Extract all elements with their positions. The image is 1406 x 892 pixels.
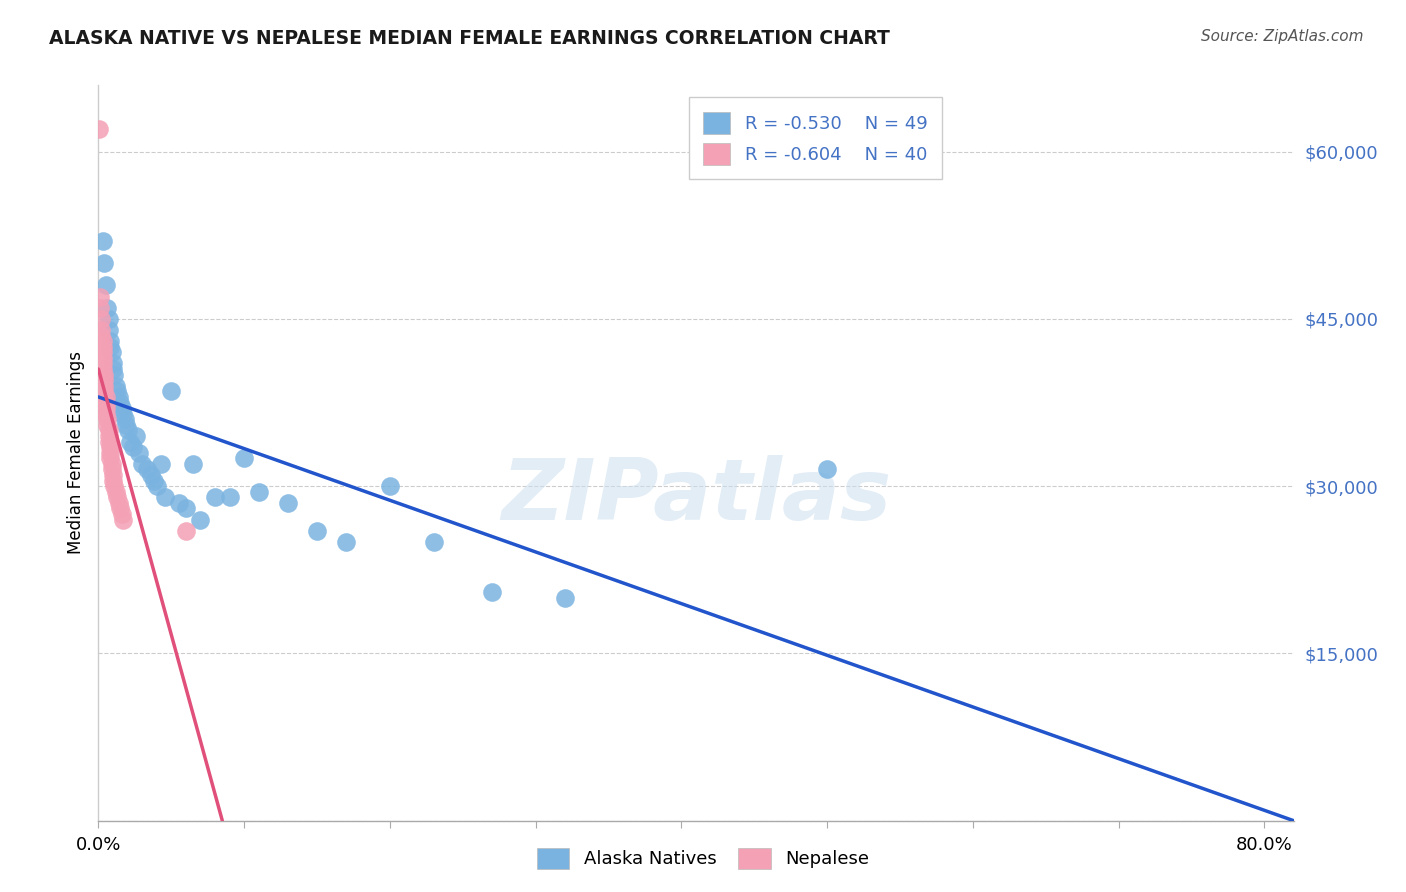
Point: [90, 323, 112, 337]
Legend: Alaska Natives, Nepalese: Alaska Natives, Nepalese: [530, 840, 876, 876]
Point: [128, 446, 150, 460]
Legend: R = -0.530    N = 49, R = -0.604    N = 40: R = -0.530 N = 49, R = -0.604 N = 40: [689, 97, 942, 179]
Point: [233, 451, 256, 466]
Point: [104, 378, 127, 392]
Point: [105, 384, 128, 399]
Point: [90, 312, 112, 326]
Point: [100, 462, 122, 476]
Point: [93, 384, 115, 399]
Point: [247, 484, 270, 499]
Point: [89, 301, 111, 315]
Point: [93, 378, 115, 392]
Point: [90, 328, 112, 343]
Point: [104, 484, 127, 499]
Point: [93, 373, 115, 387]
Point: [139, 467, 162, 482]
Point: [103, 479, 125, 493]
Point: [150, 457, 173, 471]
Point: [101, 362, 124, 376]
Point: [96, 417, 118, 432]
Point: [94, 390, 117, 404]
Point: [167, 496, 190, 510]
Point: [160, 384, 183, 399]
Point: [122, 440, 145, 454]
Point: [91, 351, 114, 365]
Point: [91, 345, 114, 359]
Point: [111, 507, 134, 521]
Point: [97, 429, 120, 443]
Y-axis label: Median Female Earnings: Median Female Earnings: [66, 351, 84, 554]
Point: [305, 524, 328, 538]
Point: [112, 407, 135, 421]
Point: [174, 501, 197, 516]
Point: [93, 368, 115, 382]
Point: [554, 591, 576, 605]
Point: [100, 457, 122, 471]
Point: [94, 395, 117, 409]
Point: [125, 429, 148, 443]
Point: [114, 412, 136, 426]
Point: [335, 535, 357, 549]
Point: [94, 278, 117, 293]
Point: [145, 479, 167, 493]
Point: [93, 256, 115, 270]
Point: [96, 412, 118, 426]
Point: [174, 524, 197, 538]
Point: [142, 474, 165, 488]
Point: [105, 491, 128, 505]
Point: [108, 390, 131, 404]
Point: [98, 451, 121, 466]
Point: [97, 424, 120, 438]
Point: [110, 501, 132, 516]
Point: [103, 368, 125, 382]
Point: [120, 434, 142, 449]
Point: [481, 585, 503, 599]
Point: [100, 345, 122, 359]
Point: [815, 462, 838, 476]
Point: [218, 491, 240, 505]
Point: [91, 356, 114, 371]
Point: [98, 340, 121, 354]
Point: [97, 323, 120, 337]
Point: [181, 457, 204, 471]
Point: [89, 122, 111, 136]
Point: [131, 457, 153, 471]
Text: Source: ZipAtlas.com: Source: ZipAtlas.com: [1201, 29, 1364, 44]
Point: [91, 334, 114, 349]
Point: [108, 496, 131, 510]
Point: [155, 491, 177, 505]
Point: [97, 312, 120, 326]
Point: [101, 467, 124, 482]
Point: [135, 462, 157, 476]
Point: [89, 289, 111, 303]
Point: [277, 496, 299, 510]
Text: ALASKA NATIVE VS NEPALESE MEDIAN FEMALE EARNINGS CORRELATION CHART: ALASKA NATIVE VS NEPALESE MEDIAN FEMALE …: [49, 29, 890, 47]
Point: [96, 301, 118, 315]
Point: [112, 512, 135, 526]
Point: [110, 395, 132, 409]
Point: [94, 401, 117, 416]
Point: [111, 401, 134, 416]
Point: [422, 535, 444, 549]
Point: [115, 417, 138, 432]
Point: [91, 340, 114, 354]
Point: [98, 446, 121, 460]
Point: [98, 334, 121, 349]
Point: [204, 491, 226, 505]
Point: [94, 407, 117, 421]
Point: [101, 356, 124, 371]
Point: [117, 424, 139, 438]
Point: [97, 434, 120, 449]
Point: [378, 479, 401, 493]
Text: ZIPatlas: ZIPatlas: [501, 455, 891, 539]
Point: [91, 362, 114, 376]
Point: [98, 440, 121, 454]
Point: [101, 474, 124, 488]
Point: [91, 234, 114, 248]
Point: [190, 512, 212, 526]
